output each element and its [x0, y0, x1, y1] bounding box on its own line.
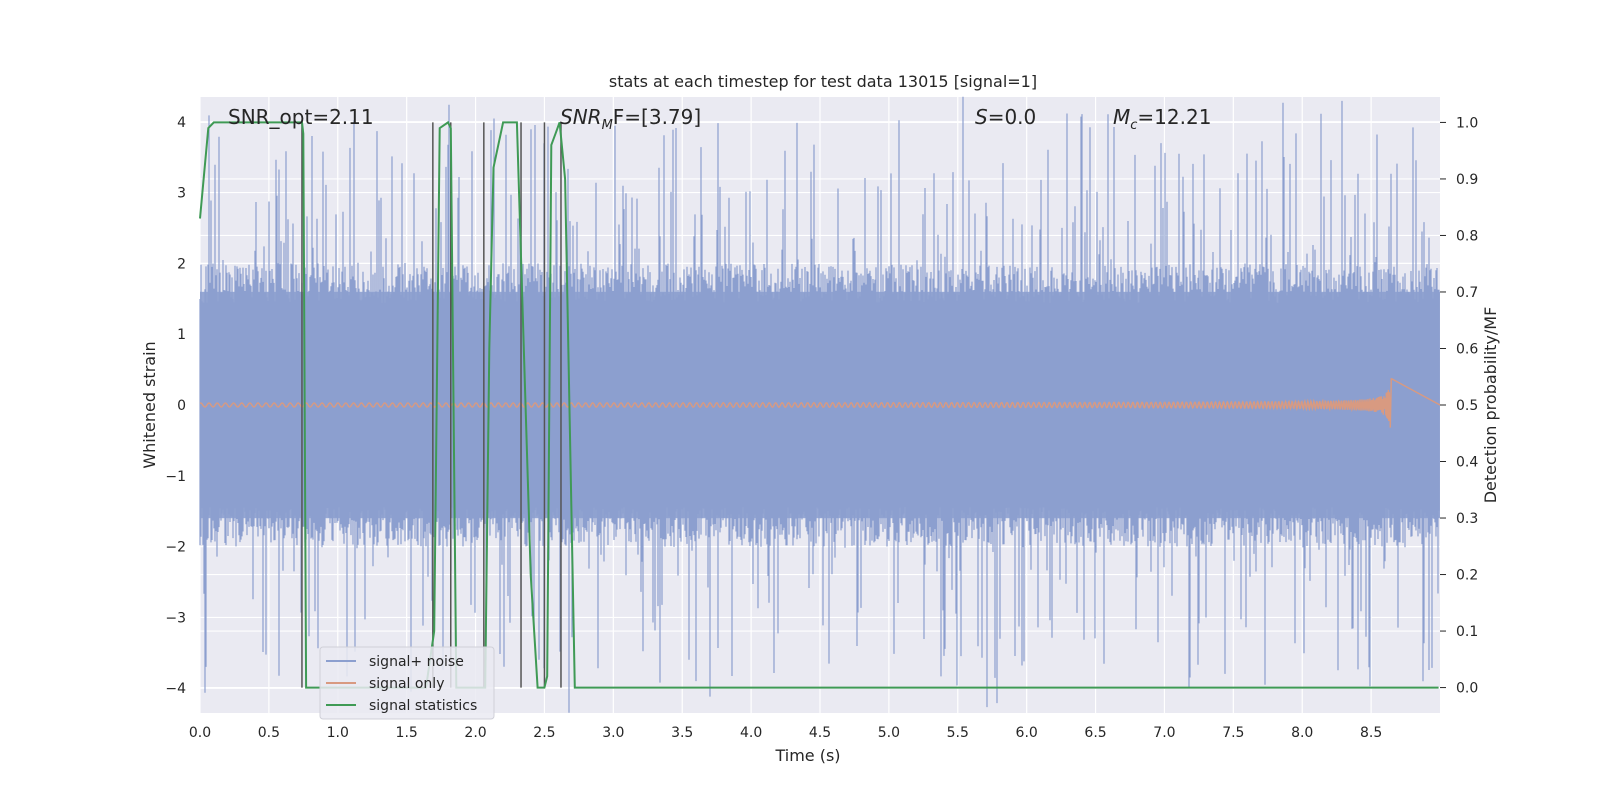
y-tick-label: −3 [165, 610, 186, 626]
x-tick-label: 8.0 [1291, 725, 1313, 741]
snr-mf-annotation: SNRMF=[3.79] [560, 105, 701, 133]
x-tick-label: 5.0 [878, 725, 900, 741]
y-tick-label: 1 [177, 327, 186, 343]
x-tick-label: 7.0 [1153, 725, 1175, 741]
legend-box [319, 646, 495, 720]
x-tick-label: 1.0 [327, 725, 349, 741]
y-tick-label: 4 [177, 115, 186, 131]
y-tick-label: 2 [177, 256, 186, 272]
legend-label-signal: signal only [369, 676, 444, 692]
y-right-tick-label: 0.0 [1456, 681, 1478, 697]
x-tick-label: 8.5 [1360, 725, 1382, 741]
legend-label-noise: signal+ noise [369, 654, 464, 670]
legend-label-statistics: signal statistics [369, 698, 477, 714]
y-right-tick-label: 0.4 [1456, 455, 1478, 471]
y-right-tick-label: 0.8 [1456, 228, 1478, 244]
snr-mf-main: SNR [560, 105, 602, 129]
y-right-tick-label: 0.9 [1456, 172, 1478, 188]
s-main: S [975, 105, 988, 129]
snr-mf-rest: F=[3.79] [613, 105, 701, 129]
y-right-tick-label: 0.5 [1456, 398, 1478, 414]
x-tick-label: 4.5 [809, 725, 831, 741]
statistics-line [199, 120, 1439, 689]
x-tick-label: 2.5 [533, 725, 555, 741]
noise-spikes-up [199, 96, 1440, 405]
y-right-tick-label: 0.1 [1456, 624, 1478, 640]
y-right-tick-label: 0.6 [1456, 341, 1478, 357]
y-tick-label: 0 [177, 398, 186, 414]
mc-rest: =12.21 [1137, 105, 1211, 129]
y-right-axis-ticks: 1.0 0.9 0.8 0.7 0.6 0.5 0.4 0.3 0.2 0.1 0.0 [1440, 115, 1478, 697]
statistics-series [199, 120, 1439, 689]
x-tick-label: 6.0 [1016, 725, 1038, 741]
y-axis-label: Whitened strain [140, 341, 159, 468]
snr-opt-annotation: SNR_opt=2.11 [228, 105, 374, 129]
y-right-tick-label: 1.0 [1456, 115, 1478, 131]
x-tick-label: 1.5 [396, 725, 418, 741]
x-tick-label: 4.0 [740, 725, 762, 741]
y-right-tick-label: 0.3 [1456, 511, 1478, 527]
snr-mf-sub: M [602, 118, 613, 133]
vertical-markers [301, 122, 562, 688]
x-tick-label: 0.0 [189, 725, 211, 741]
x-axis-ticks: 0.0 0.5 1.0 1.5 2.0 2.5 3.0 3.5 4.0 4.5 5.0 5.5 6.0 6… [189, 725, 1382, 741]
y-tick-label: −4 [165, 681, 186, 697]
x-tick-label: 0.5 [258, 725, 280, 741]
x-tick-label: 3.5 [671, 725, 693, 741]
chirp-line [199, 378, 1441, 428]
x-tick-label: 7.5 [1222, 725, 1244, 741]
y-right-axis-label: Detection probability/MF [1481, 307, 1500, 504]
mc-sub: c [1130, 118, 1137, 133]
y-tick-label: −1 [165, 469, 186, 485]
mc-annotation: Mc=12.21 [1113, 105, 1211, 133]
s-annotation: S=0.0 [975, 105, 1036, 129]
x-tick-label: 5.5 [947, 725, 969, 741]
y-right-tick-label: 0.7 [1456, 285, 1478, 301]
x-axis-label: Time (s) [774, 746, 840, 765]
s-rest: =0.0 [988, 105, 1037, 129]
y-tick-label: 3 [177, 186, 186, 202]
signal-only-series [199, 378, 1441, 428]
x-tick-label: 6.5 [1084, 725, 1106, 741]
y-tick-label: −2 [165, 540, 186, 556]
mc-main: M [1113, 105, 1130, 129]
y-axis-ticks: 4 3 2 1 0 −1 −2 −3 −4 [165, 115, 186, 697]
noise-spikes-down [199, 405, 1440, 713]
chart-title: stats at each timestep for test data 130… [609, 72, 1037, 91]
x-tick-label: 3.0 [602, 725, 624, 741]
y-right-tick-label: 0.2 [1456, 568, 1478, 584]
legend: signal+ noise signal only signal statist… [319, 646, 495, 720]
x-tick-label: 2.0 [464, 725, 486, 741]
